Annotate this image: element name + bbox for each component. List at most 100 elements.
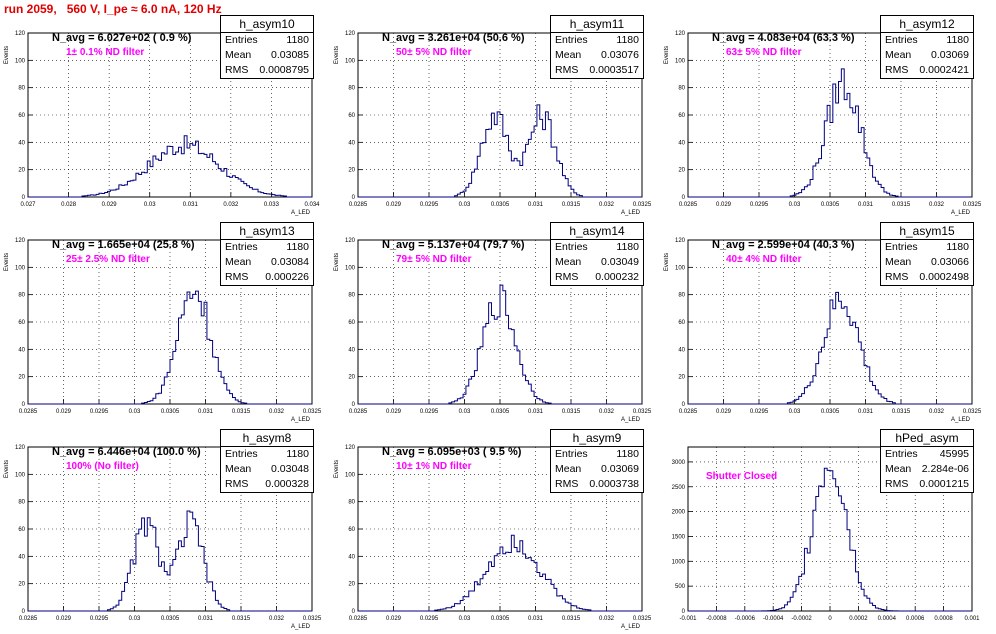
y-tick-label: 0	[22, 609, 26, 615]
stats-row-rms: RMS 0.000232	[551, 270, 643, 285]
stats-label: Entries	[225, 241, 258, 253]
y-tick-label: 2500	[672, 485, 686, 491]
y-tick-label: 80	[18, 86, 25, 92]
x-tick-label: 0.0285	[679, 409, 698, 415]
x-axis-label: A_LED	[291, 417, 311, 423]
x-tick-label: 0.032	[223, 202, 239, 208]
stats-box: hPed_asym Entries 45995 Mean 2.284e-06 RMS 0.0…	[880, 429, 974, 493]
stats-label: Entries	[225, 34, 258, 46]
y-tick-label: 120	[675, 238, 686, 244]
y-axis-label: Events	[4, 460, 10, 478]
x-tick-label: 0.029	[56, 409, 72, 415]
filter-annotation: Shutter Closed	[706, 471, 778, 482]
stats-value: 0.0003738	[589, 478, 639, 490]
stats-row-mean: Mean 0.03049	[551, 255, 643, 270]
y-tick-label: 0	[682, 195, 686, 201]
x-tick-label: 0.031	[528, 409, 544, 415]
x-tick-label: 0.03	[144, 202, 156, 208]
x-tick-label: 0.03	[129, 616, 141, 622]
stats-label: Mean	[225, 49, 252, 61]
stats-value: 0.0002498	[919, 271, 969, 283]
y-tick-label: 2000	[672, 510, 686, 516]
stats-label: Entries	[555, 34, 588, 46]
histogram-line-h_asym9	[358, 534, 642, 612]
histogram-line-h_asym12	[688, 68, 972, 198]
x-tick-label: 0.034	[304, 202, 320, 208]
filter-annotation: 79± 5% ND filter	[396, 254, 472, 265]
x-tick-label: 0.031	[858, 409, 874, 415]
histogram-line-h_asym13	[28, 290, 312, 405]
y-tick-label: 120	[675, 31, 686, 37]
n-avg-label: N_avg = 1.665e+04 (25.8 %)	[52, 239, 195, 251]
x-tick-label: 0.0325	[633, 616, 652, 622]
n-avg-label: N_avg = 6.027e+02 ( 0.9 %)	[52, 32, 192, 44]
x-tick-label: 0.0285	[19, 616, 38, 622]
x-tick-label: 0.0315	[892, 202, 911, 208]
y-tick-label: 40	[348, 554, 355, 560]
x-tick-label: 0.032	[599, 616, 615, 622]
x-tick-label: 0.0305	[491, 409, 510, 415]
histogram-panel-hPed_asym: -0.001 -0.0008 -0.0006 -0.0004 -0.0002 0 0.000…	[660, 429, 990, 634]
n-avg-label: N_avg = 6.095e+03 ( 9.5 %)	[382, 446, 522, 458]
stats-label: RMS	[225, 64, 249, 76]
y-tick-label: 60	[348, 320, 355, 326]
n-avg-label: N_avg = 5.137e+04 (79.7 %)	[382, 239, 525, 251]
histogram-plot-h_asym9: 0.0285 0.029 0.0295 0.03 0.0305 0.031 0.0315 0.…	[334, 445, 652, 630]
stats-label: Mean	[225, 463, 252, 475]
x-tick-label: -0.0006	[735, 616, 756, 622]
x-tick-label: 0.029	[386, 616, 402, 622]
x-tick-label: 0.0285	[679, 202, 698, 208]
stats-box: h_asym15 Entries 1180 Mean 0.03066 RMS 0.00024…	[880, 222, 974, 286]
x-tick-label: 0.032	[269, 409, 285, 415]
x-tick-label: 0.029	[716, 409, 732, 415]
x-tick-label: 0.031	[528, 616, 544, 622]
x-tick-label: 0.0315	[232, 409, 251, 415]
histogram-name: hPed_asym	[881, 430, 973, 447]
stats-value: 1180	[616, 34, 639, 46]
histogram-panel-h_asym15: 0.0285 0.029 0.0295 0.03 0.0305 0.031 0.0315 0.…	[660, 222, 990, 427]
x-tick-label: 0.0295	[90, 409, 109, 415]
stats-row-rms: RMS 0.0002421	[881, 63, 973, 78]
stats-box: h_asym10 Entries 1180 Mean 0.03085 RMS 0.00087…	[220, 15, 314, 79]
stats-label: Entries	[555, 241, 588, 253]
stats-label: Mean	[555, 463, 582, 475]
stats-value: 0.0008795	[259, 64, 309, 76]
y-tick-label: 1000	[672, 559, 686, 565]
stats-value: 0.0002421	[919, 64, 969, 76]
histogram-name: h_asym11	[551, 16, 643, 33]
y-tick-label: 60	[678, 320, 685, 326]
histogram-name: h_asym8	[221, 430, 313, 447]
stats-value: 1180	[616, 448, 639, 460]
stats-row-entries: Entries 1180	[551, 240, 643, 255]
x-tick-label: 0.0325	[633, 202, 652, 208]
histogram-name: h_asym14	[551, 223, 643, 240]
histogram-panel-h_asym8: 0.0285 0.029 0.0295 0.03 0.0305 0.031 0.0315 0.…	[0, 429, 330, 634]
y-tick-label: 40	[18, 140, 25, 146]
filter-annotation: 25± 2.5% ND filter	[66, 254, 150, 265]
y-tick-label: 60	[18, 113, 25, 119]
x-tick-label: 0.029	[716, 202, 732, 208]
x-axis-label: A_LED	[951, 417, 971, 423]
run-title: run 2059, 560 V, I_pe ≈ 6.0 nA, 120 Hz	[4, 2, 222, 16]
y-tick-label: 0	[352, 195, 356, 201]
y-tick-label: 120	[345, 31, 356, 37]
y-tick-label: 80	[678, 293, 685, 299]
y-tick-label: 100	[345, 58, 356, 64]
x-tick-label: 0.0305	[821, 202, 840, 208]
y-tick-label: 20	[348, 168, 355, 174]
histogram-line-h_asym11	[358, 104, 642, 198]
stats-label: Entries	[885, 448, 918, 460]
x-tick-label: 0.0325	[303, 409, 322, 415]
x-tick-label: 0.031	[858, 202, 874, 208]
y-tick-label: 20	[18, 168, 25, 174]
y-tick-label: 60	[18, 320, 25, 326]
y-tick-label: 80	[348, 86, 355, 92]
y-tick-label: 120	[15, 31, 26, 37]
y-tick-label: 40	[18, 554, 25, 560]
n-avg-label: N_avg = 6.446e+04 (100.0 %)	[52, 446, 201, 458]
x-tick-label: 0.032	[929, 202, 945, 208]
x-tick-label: 0.0325	[963, 202, 982, 208]
x-tick-label: 0.029	[386, 202, 402, 208]
x-tick-label: 0.0305	[821, 409, 840, 415]
stats-row-rms: RMS 0.000328	[221, 477, 313, 492]
